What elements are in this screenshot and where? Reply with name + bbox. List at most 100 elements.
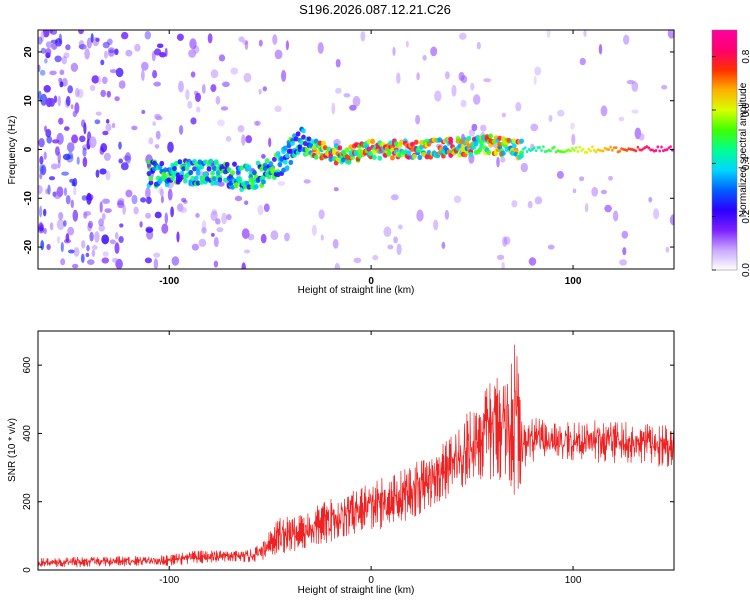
spectrogram-ridge-cell xyxy=(172,166,177,172)
spectrogram-noise-cell xyxy=(141,69,145,82)
spectrogram-noise-cell xyxy=(74,87,80,98)
spectrogram-noise-cell xyxy=(89,84,96,92)
spectrogram-noise-cell xyxy=(191,243,199,251)
x-tick-label: -100 xyxy=(159,276,179,287)
spectrogram-noise-cell xyxy=(534,66,542,76)
spectrogram-noise-cell xyxy=(56,219,65,230)
spectrogram-ridge-cell xyxy=(293,136,299,142)
spectrogram-ridge-cell xyxy=(540,149,543,152)
spectrogram-noise-cell xyxy=(145,187,151,199)
spectrogram-noise-cell xyxy=(54,55,62,63)
spectrogram-noise-cell xyxy=(579,176,585,182)
spectrogram-noise-cell xyxy=(155,130,161,140)
spectrogram-noise-cell xyxy=(171,256,180,266)
spectrogram-ridge-cell xyxy=(301,128,306,134)
spectrogram-noise-cell xyxy=(393,236,398,244)
spectrogram-noise-cell xyxy=(534,196,543,205)
spectrogram-noise-cell xyxy=(78,30,84,35)
spectrogram-noise-cell xyxy=(67,226,75,236)
spectrogram-noise-cell xyxy=(372,254,379,261)
spectrogram-noise-cell xyxy=(43,85,51,93)
spectrogram-noise-cell xyxy=(178,80,184,93)
spectrogram-noise-cell xyxy=(91,75,100,84)
spectrogram-ridge-cell xyxy=(186,161,192,168)
spectrogram-noise-cell xyxy=(268,137,272,148)
colorbar: 0.0 0.2 0.4 0.6 0.8 Normalized spectral ampl… xyxy=(711,29,750,277)
spectrogram-ridge-cell xyxy=(304,150,310,156)
spectrogram-ridge-cell xyxy=(582,147,585,151)
spectrogram-noise-cell xyxy=(120,162,129,171)
spectrogram-noise-cell xyxy=(43,151,47,160)
spectrogram-noise-cell xyxy=(134,43,141,52)
spectrogram-noise-cell xyxy=(201,227,207,234)
spectrogram-ridge-cell xyxy=(188,169,194,176)
spectrogram-noise-cell xyxy=(78,40,85,50)
spectrogram-noise-cell xyxy=(335,58,341,68)
spectrogram-ridge-cell xyxy=(459,139,464,145)
spectrogram-noise-cell xyxy=(303,179,311,184)
spectrogram-ridge-cell xyxy=(195,170,201,176)
spectrogram-ridge-cell xyxy=(574,146,578,150)
spectrogram-noise-cell xyxy=(108,49,115,57)
spectrogram-noise-cell xyxy=(176,33,184,41)
spectrogram-noise-cell xyxy=(213,236,219,248)
spectrogram-noise-cell xyxy=(247,233,255,241)
spectrogram-noise-cell xyxy=(81,240,86,249)
spectrogram-noise-cell xyxy=(85,252,90,258)
spectrogram-noise-cell xyxy=(145,212,152,219)
spectrogram-ridge-cell xyxy=(312,144,317,151)
spectrogram-noise-cell xyxy=(159,188,164,197)
spectrogram-ridge-cell xyxy=(235,169,241,175)
spectrogram-noise-cell xyxy=(451,84,457,97)
spectrogram-noise-cell xyxy=(44,58,48,64)
spectrogram-noise-cell xyxy=(396,243,402,256)
spectrogram-ridge-cell xyxy=(233,183,239,189)
spectrogram-noise-cell xyxy=(392,46,396,57)
spectrogram-noise-cell xyxy=(61,171,69,176)
spectrogram-noise-cell xyxy=(190,117,197,125)
spectrogram-noise-cell xyxy=(45,48,52,56)
spectrogram-noise-cell xyxy=(68,249,75,254)
spectrogram-ridge-cell xyxy=(322,145,328,151)
spectrogram-noise-cell xyxy=(226,214,232,221)
spectrogram-noise-cell xyxy=(201,84,206,94)
y-tick-label: -20 xyxy=(23,239,34,254)
spectrogram-ridge-cell xyxy=(213,180,219,186)
spectrogram-noise-cell xyxy=(95,169,100,178)
spectrogram-noise-cell xyxy=(430,46,438,57)
spectrogram-noise-cell xyxy=(258,88,262,95)
spectrogram-ridge-cell xyxy=(569,149,572,153)
spectrogram-noise-cell xyxy=(64,187,67,196)
spectrogram-ridge-cell xyxy=(571,146,574,150)
spectrogram-ridge-cell xyxy=(230,184,236,190)
spectrogram-ridge-cell xyxy=(252,170,257,176)
spectrogram-noise-cell xyxy=(213,260,219,268)
spectrogram-noise-cell xyxy=(98,218,104,227)
spectrogram-noise-cell xyxy=(501,261,505,269)
spectrogram-ridge-cell xyxy=(146,170,152,177)
spectrogram-noise-cell xyxy=(198,238,207,247)
spectrogram-ridge-cell xyxy=(206,166,212,172)
spectrogram-ridge-cell xyxy=(304,146,310,152)
spectrogram-noise-cell xyxy=(167,141,174,153)
spectrogram-noise-cell xyxy=(210,210,218,221)
spectrogram-noise-cell xyxy=(144,257,152,264)
spectrogram-ridge-cell xyxy=(215,170,221,176)
spectrogram-noise-cell xyxy=(89,136,97,148)
spectrogram-noise-cell xyxy=(398,224,403,230)
spectrogram-ridge-cell xyxy=(448,139,454,145)
spectrogram-noise-cell xyxy=(39,163,44,175)
spectrogram-noise-cell xyxy=(155,115,163,121)
spectrogram-noise-cell xyxy=(63,52,70,59)
spectrogram-ridge-cell xyxy=(272,156,277,162)
spectrogram-noise-cell xyxy=(453,195,462,204)
spectrogram-noise-cell xyxy=(257,204,264,216)
spectrogram-noise-cell xyxy=(115,232,119,240)
snr-frame xyxy=(37,330,675,571)
spectrogram-ridge-cell xyxy=(246,164,252,170)
spectrogram-ridge-cell xyxy=(466,143,472,149)
spectrogram-noise-cell xyxy=(598,44,603,55)
spectrogram-noise-cell xyxy=(349,104,357,111)
spectrogram-noise-cell xyxy=(60,258,66,266)
spectrogram-ridge-cell xyxy=(399,139,404,145)
